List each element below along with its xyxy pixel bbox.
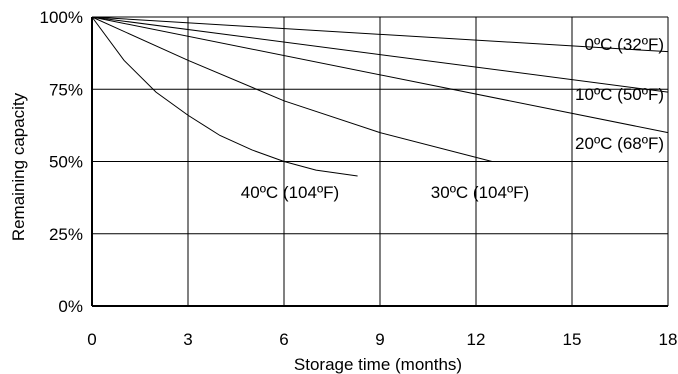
series-lines: [91, 16, 669, 177]
y-tick-label: 50%: [49, 153, 83, 172]
series-label: 10ºC (50ºF): [575, 85, 664, 104]
x-axis-title: Storage time (months): [294, 355, 462, 374]
series-line: [91, 16, 669, 134]
x-tick-label: 9: [375, 330, 384, 349]
grid: [92, 16, 669, 306]
y-tick-label: 0%: [58, 297, 83, 316]
series-line: [91, 16, 669, 93]
x-tick-label: 6: [279, 330, 288, 349]
y-tick-label: 100%: [40, 8, 83, 27]
series-line: [91, 16, 358, 177]
series-line: [91, 16, 669, 53]
x-tick-label: 12: [467, 330, 486, 349]
series-label: 20ºC (68ºF): [575, 134, 664, 153]
x-tick-label: 3: [183, 330, 192, 349]
x-tick-label: 0: [87, 330, 96, 349]
series-label: 40ºC (104ºF): [241, 183, 339, 202]
axes: [91, 17, 668, 307]
x-tick-label: 18: [659, 330, 678, 349]
series-label: 30ºC (104ºF): [431, 183, 529, 202]
y-tick-label: 75%: [49, 80, 83, 99]
series-label: 0ºC (32ºF): [585, 35, 665, 54]
tick-labels: 0 3 6 9 12 15 18 0% 25% 50% 75% 100%: [40, 8, 678, 349]
x-tick-label: 15: [563, 330, 582, 349]
y-tick-label: 25%: [49, 225, 83, 244]
series-line: [91, 16, 493, 162]
y-axis-title: Remaining capacity: [9, 92, 28, 241]
series-labels: 0ºC (32ºF) 10ºC (50ºF) 20ºC (68ºF) 30ºC (10…: [241, 35, 664, 202]
